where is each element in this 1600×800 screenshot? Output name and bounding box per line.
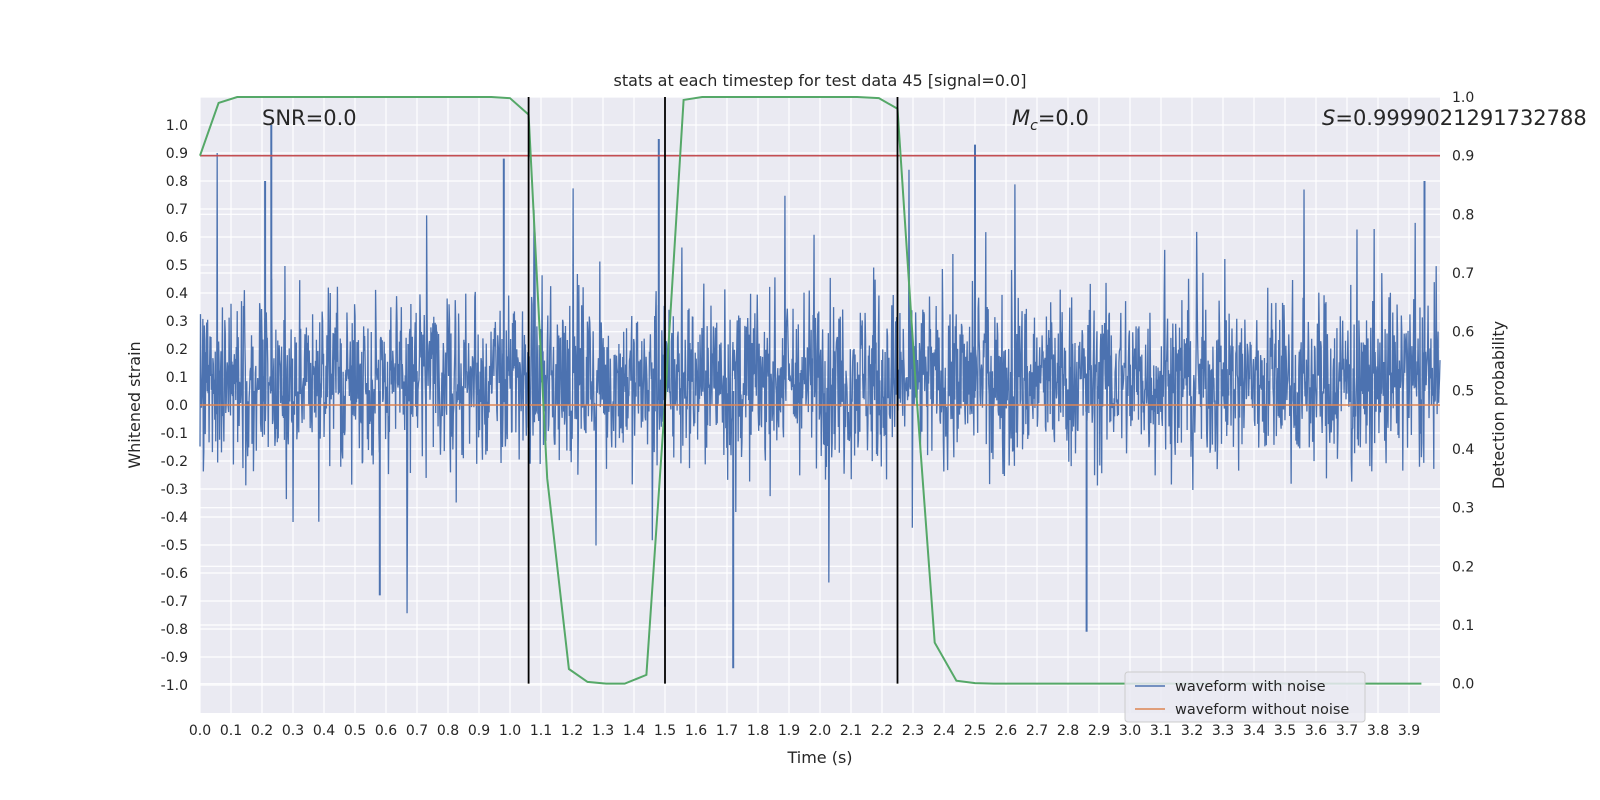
y-tick-label: -0.8 — [161, 622, 188, 638]
x-tick-label: 0.7 — [406, 723, 428, 739]
x-tick-label: 3.5 — [1274, 723, 1296, 739]
x-tick-label: 2.3 — [902, 723, 924, 739]
y-axis-label: Whitened strain — [125, 341, 144, 468]
x-tick-label: 0.6 — [375, 723, 397, 739]
x-tick-label: 3.2 — [1181, 723, 1203, 739]
x-tick-label: 1.1 — [530, 723, 552, 739]
x-tick-label: 0.9 — [468, 723, 490, 739]
x-tick-label: 1.0 — [499, 723, 521, 739]
chirp-mass-annotation: Mc=0.0 — [1012, 106, 1089, 134]
x-tick-label: 0.0 — [189, 723, 211, 739]
x-tick-label: 3.7 — [1336, 723, 1358, 739]
y2-tick-label: 0.7 — [1452, 266, 1474, 282]
x-tick-label: 0.2 — [251, 723, 273, 739]
y2-tick-label: 0.3 — [1452, 501, 1474, 517]
y-tick-label: 0.5 — [166, 258, 188, 274]
y2-axis-ticks: 0.0 0.1 0.2 0.3 0.4 0.5 0.6 0.7 0.8 0.9 1.0 — [1452, 90, 1474, 693]
y-tick-label: 0.9 — [166, 146, 188, 162]
legend-box — [1124, 671, 1366, 723]
y2-tick-label: 0.9 — [1452, 149, 1474, 165]
y-tick-label: 0.0 — [166, 398, 188, 414]
x-tick-label: 2.7 — [1026, 723, 1048, 739]
chart-title: stats at each timestep for test data 45 … — [614, 71, 1027, 90]
y-tick-label: 0.2 — [166, 342, 188, 358]
y-tick-label: 0.1 — [166, 370, 188, 386]
x-tick-label: 1.8 — [747, 723, 769, 739]
y-tick-label: -0.1 — [161, 426, 188, 442]
x-tick-label: 3.8 — [1367, 723, 1389, 739]
x-tick-label: 2.1 — [840, 723, 862, 739]
mc-symbol: M — [1012, 106, 1030, 130]
x-tick-label: 3.6 — [1305, 723, 1327, 739]
x-tick-label: 3.0 — [1119, 723, 1141, 739]
y2-tick-label: 0.2 — [1452, 559, 1474, 575]
x-tick-label: 1.2 — [561, 723, 583, 739]
x-tick-label: 0.3 — [282, 723, 304, 739]
y2-tick-label: 0.0 — [1452, 677, 1474, 693]
x-axis-ticks: 0.0 0.1 0.2 0.3 0.4 0.5 0.6 0.7 0.8 0.9 1.0 1.1 1.2 1… — [189, 723, 1420, 739]
x-tick-label: 3.3 — [1212, 723, 1234, 739]
x-tick-label: 2.8 — [1057, 723, 1079, 739]
y-axis-ticks: 1.0 0.9 0.8 0.7 0.6 0.5 0.4 0.3 0.2 0.1 0.0 -0.1 -0.… — [161, 118, 188, 694]
y2-tick-label: 0.5 — [1452, 383, 1474, 399]
snr-annotation: SNR=0.0 — [262, 106, 357, 130]
legend: waveform with noise waveform without noi… — [1124, 671, 1366, 723]
x-tick-label: 0.4 — [313, 723, 335, 739]
y-tick-label: 0.3 — [166, 314, 188, 330]
y-tick-label: -0.6 — [161, 566, 188, 582]
x-tick-label: 1.9 — [778, 723, 800, 739]
mc-value: =0.0 — [1038, 106, 1089, 130]
x-tick-label: 2.9 — [1088, 723, 1110, 739]
y-tick-label: -1.0 — [161, 678, 188, 694]
vertical-markers — [527, 97, 899, 684]
x-tick-label: 2.4 — [933, 723, 955, 739]
x-tick-label: 1.3 — [592, 723, 614, 739]
score-annotation: S=0.9999021291732788 — [1322, 106, 1587, 130]
y-tick-label: -0.3 — [161, 482, 188, 498]
x-tick-label: 0.1 — [220, 723, 242, 739]
x-tick-label: 1.7 — [716, 723, 738, 739]
mc-subscript: c — [1030, 118, 1038, 134]
legend-label-waveform-without-noise: waveform without noise — [1175, 702, 1349, 718]
y-tick-label: -0.9 — [161, 650, 188, 666]
y2-tick-label: 0.6 — [1452, 325, 1474, 341]
x-axis-label: Time (s) — [786, 748, 852, 767]
y-tick-label: -0.7 — [161, 594, 188, 610]
x-tick-label: 3.9 — [1398, 723, 1420, 739]
s-symbol: S — [1322, 106, 1335, 130]
x-tick-label: 2.2 — [871, 723, 893, 739]
x-tick-label: 0.5 — [344, 723, 366, 739]
legend-label-waveform-with-noise: waveform with noise — [1175, 679, 1326, 695]
y2-tick-label: 1.0 — [1452, 90, 1474, 106]
x-tick-label: 2.5 — [964, 723, 986, 739]
x-tick-label: 3.1 — [1150, 723, 1172, 739]
x-tick-label: 1.5 — [654, 723, 676, 739]
x-tick-label: 0.8 — [437, 723, 459, 739]
x-tick-label: 2.6 — [995, 723, 1017, 739]
noise-trace — [199, 152, 1441, 614]
s-value: =0.9999021291732788 — [1335, 106, 1586, 130]
x-tick-label: 2.0 — [809, 723, 831, 739]
y-tick-label: 0.8 — [166, 174, 188, 190]
y2-axis-label: Detection probability — [1489, 321, 1508, 489]
y-tick-label: 0.7 — [166, 202, 188, 218]
y-tick-label: -0.4 — [161, 510, 188, 526]
y-tick-label: 0.6 — [166, 230, 188, 246]
y2-tick-label: 0.4 — [1452, 442, 1474, 458]
y-tick-label: -0.5 — [161, 538, 188, 554]
y-tick-label: 0.4 — [166, 286, 188, 302]
x-tick-label: 1.4 — [623, 723, 645, 739]
y2-tick-label: 0.1 — [1452, 618, 1474, 634]
y-tick-label: 1.0 — [166, 118, 188, 134]
y2-tick-label: 0.8 — [1452, 207, 1474, 223]
x-tick-label: 3.4 — [1243, 723, 1265, 739]
x-tick-label: 1.6 — [685, 723, 707, 739]
y-tick-label: -0.2 — [161, 454, 188, 470]
